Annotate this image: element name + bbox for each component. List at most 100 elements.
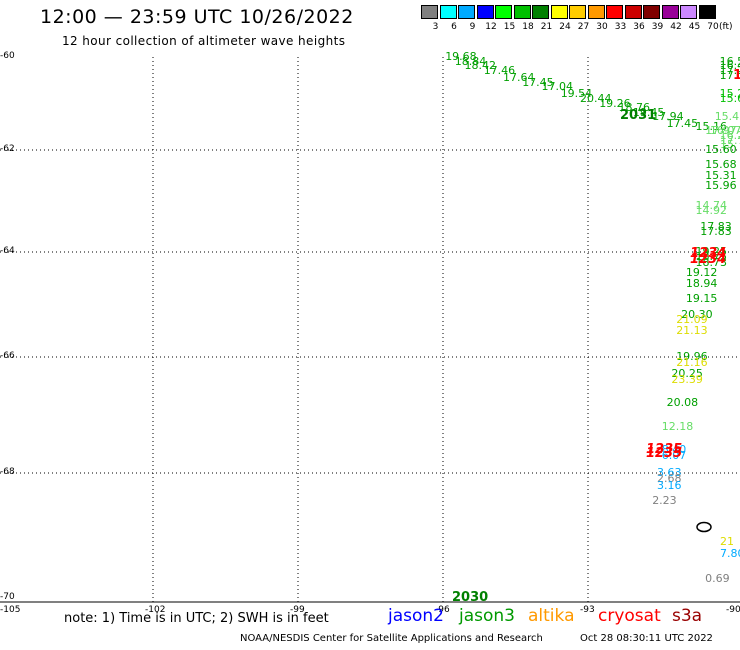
wave-height-value: 12.18 [661,419,694,433]
wave-height-value: 17.97 [705,124,737,138]
colorbar-swatch [421,5,438,19]
colorbar-label: 30 [596,22,608,32]
wave-height-value: 18.94 [685,276,718,290]
colorbar-label: 21 [540,22,553,32]
wave-height-value: 18.73 [695,255,728,269]
wave-height-value: 21.09 [676,313,708,327]
wave-height-value: 6.07 [661,448,687,462]
pass-time-label: 2031 [620,107,657,123]
wave-height-value: 15.24 [719,87,740,101]
colorbar-swatch [476,5,494,19]
colorbar-label: 36 [633,22,645,32]
colorbar-label: 6 [451,22,457,32]
satellite-legend-jason3: jason3 [459,606,515,626]
grid [0,57,740,602]
wave-height-value: 20.25 [671,367,703,381]
colorbar-swatch [680,5,697,19]
wave-height-value: 17.04 [541,80,574,94]
wave-height-value: 21.16 [676,355,708,369]
wave-height-value: 23.39 [671,373,703,387]
lon-label: -90 [726,605,740,615]
wave-height-value: 19.68 [445,50,477,63]
wave-height-value: 17.18 [719,63,740,77]
wave-height-value: 3.16 [657,478,682,492]
wave-height-value: 16.23 [719,129,740,143]
wave-height-value: 15.96 [705,178,737,192]
footer-credit: NOAA/NESDIS Center for Satellite Applica… [240,633,543,644]
wave-height-value: 16.52 [719,54,740,68]
wave-height-value: 17.46 [483,63,516,77]
colorbar-unit: (ft) [719,22,733,32]
colorbar-label: 70 [707,22,719,32]
lat-label: -68 [0,467,15,477]
wave-height-value: 8.40 [661,442,687,456]
wave-height-value: 17.83 [700,224,732,238]
colorbar-swatch [550,5,568,19]
wave-height-value: 18.76 [618,101,651,115]
lat-label: -60 [0,51,15,61]
island-outline [696,521,712,533]
wave-height-value: 15.31 [705,168,737,182]
colorbar-label: 33 [614,22,627,32]
colorbar-swatch [698,5,716,19]
satellite-legend-cryosat: cryosat [598,606,661,626]
wave-height-value: 17.83 [700,219,732,233]
lat-label: -66 [0,351,15,361]
wave-height-value: 7.80 [720,547,740,561]
lon-label: -105 [0,605,21,615]
wave-height-value: 17.71 [720,133,740,147]
colorbar-label: 15 [503,22,516,32]
lat-label: -64 [0,246,15,256]
wave-height-value: 20.08 [666,396,699,410]
lat-label: -70 [0,592,15,602]
wave-height-value: 19.26 [599,96,631,110]
wave-height-value: 15.68 [705,158,737,172]
colorbar-label: 39 [651,22,664,32]
satellite-legend-altika: altika [528,606,575,626]
colorbar-label: 9 [469,22,476,32]
colorbar-swatch [606,5,623,19]
wave-height-value: 20.44 [580,91,612,105]
colorbar-swatch [439,5,457,19]
colorbar-label: 42 [670,22,682,32]
colorbar-label: 24 [559,22,571,32]
lon-label: -102 [145,605,166,615]
colorbar-swatch [495,5,512,19]
wave-height-value: 20.30 [681,308,713,321]
lon-label: -99 [290,605,305,615]
colorbar-swatch [661,5,679,19]
pass-time-label: 2030 [452,590,489,605]
colorbar-label: 3 [432,22,439,32]
wave-height-value: 2.23 [652,494,677,508]
wave-height-value: 19.12 [685,266,718,279]
wave-height-value: 15.67 [719,91,740,105]
wave-height-value: 19.54 [560,87,593,101]
wave-height-value: 15.16 [695,119,728,133]
wave-height-value: 17.18 [719,68,740,82]
map-title: 12:00 — 23:59 UTC 10/26/2022 [40,6,354,28]
pass-time-label: 1235 [646,446,683,462]
wave-height-value: 17.64 [503,70,535,84]
wave-height-value: 0.69 [705,572,730,586]
colorbar-label: 27 [577,22,590,32]
map-subtitle: 12 hour collection of altimeter wave hei… [62,34,346,48]
wave-height-value: 21.13 [676,323,708,337]
wave-height-value: 17.45 [666,117,699,131]
lat-label: -62 [0,144,15,154]
lon-label: -93 [580,605,595,615]
lon-label: -96 [435,605,450,615]
wave-height-value: 17.45 [522,75,554,89]
wave-height-value: 16.41 [719,59,740,73]
satellite-legend-s3a: s3a [672,606,703,626]
wave-height-value: 3.63 [657,466,682,479]
footer-timestamp: Oct 28 08:30:11 UTC 2022 [580,633,713,644]
wave-height-value: 18.75 [695,250,728,264]
pass-time-label: 1 [733,67,740,83]
pass-time-label: 1235 [646,441,683,457]
colorbar-swatch [569,5,586,19]
colorbar-label: 45 [688,22,701,32]
wave-height-value: 15.60 [705,143,737,156]
wave-height-value: 19.25 [695,245,728,258]
wave-height-value: 19.96 [676,350,708,363]
